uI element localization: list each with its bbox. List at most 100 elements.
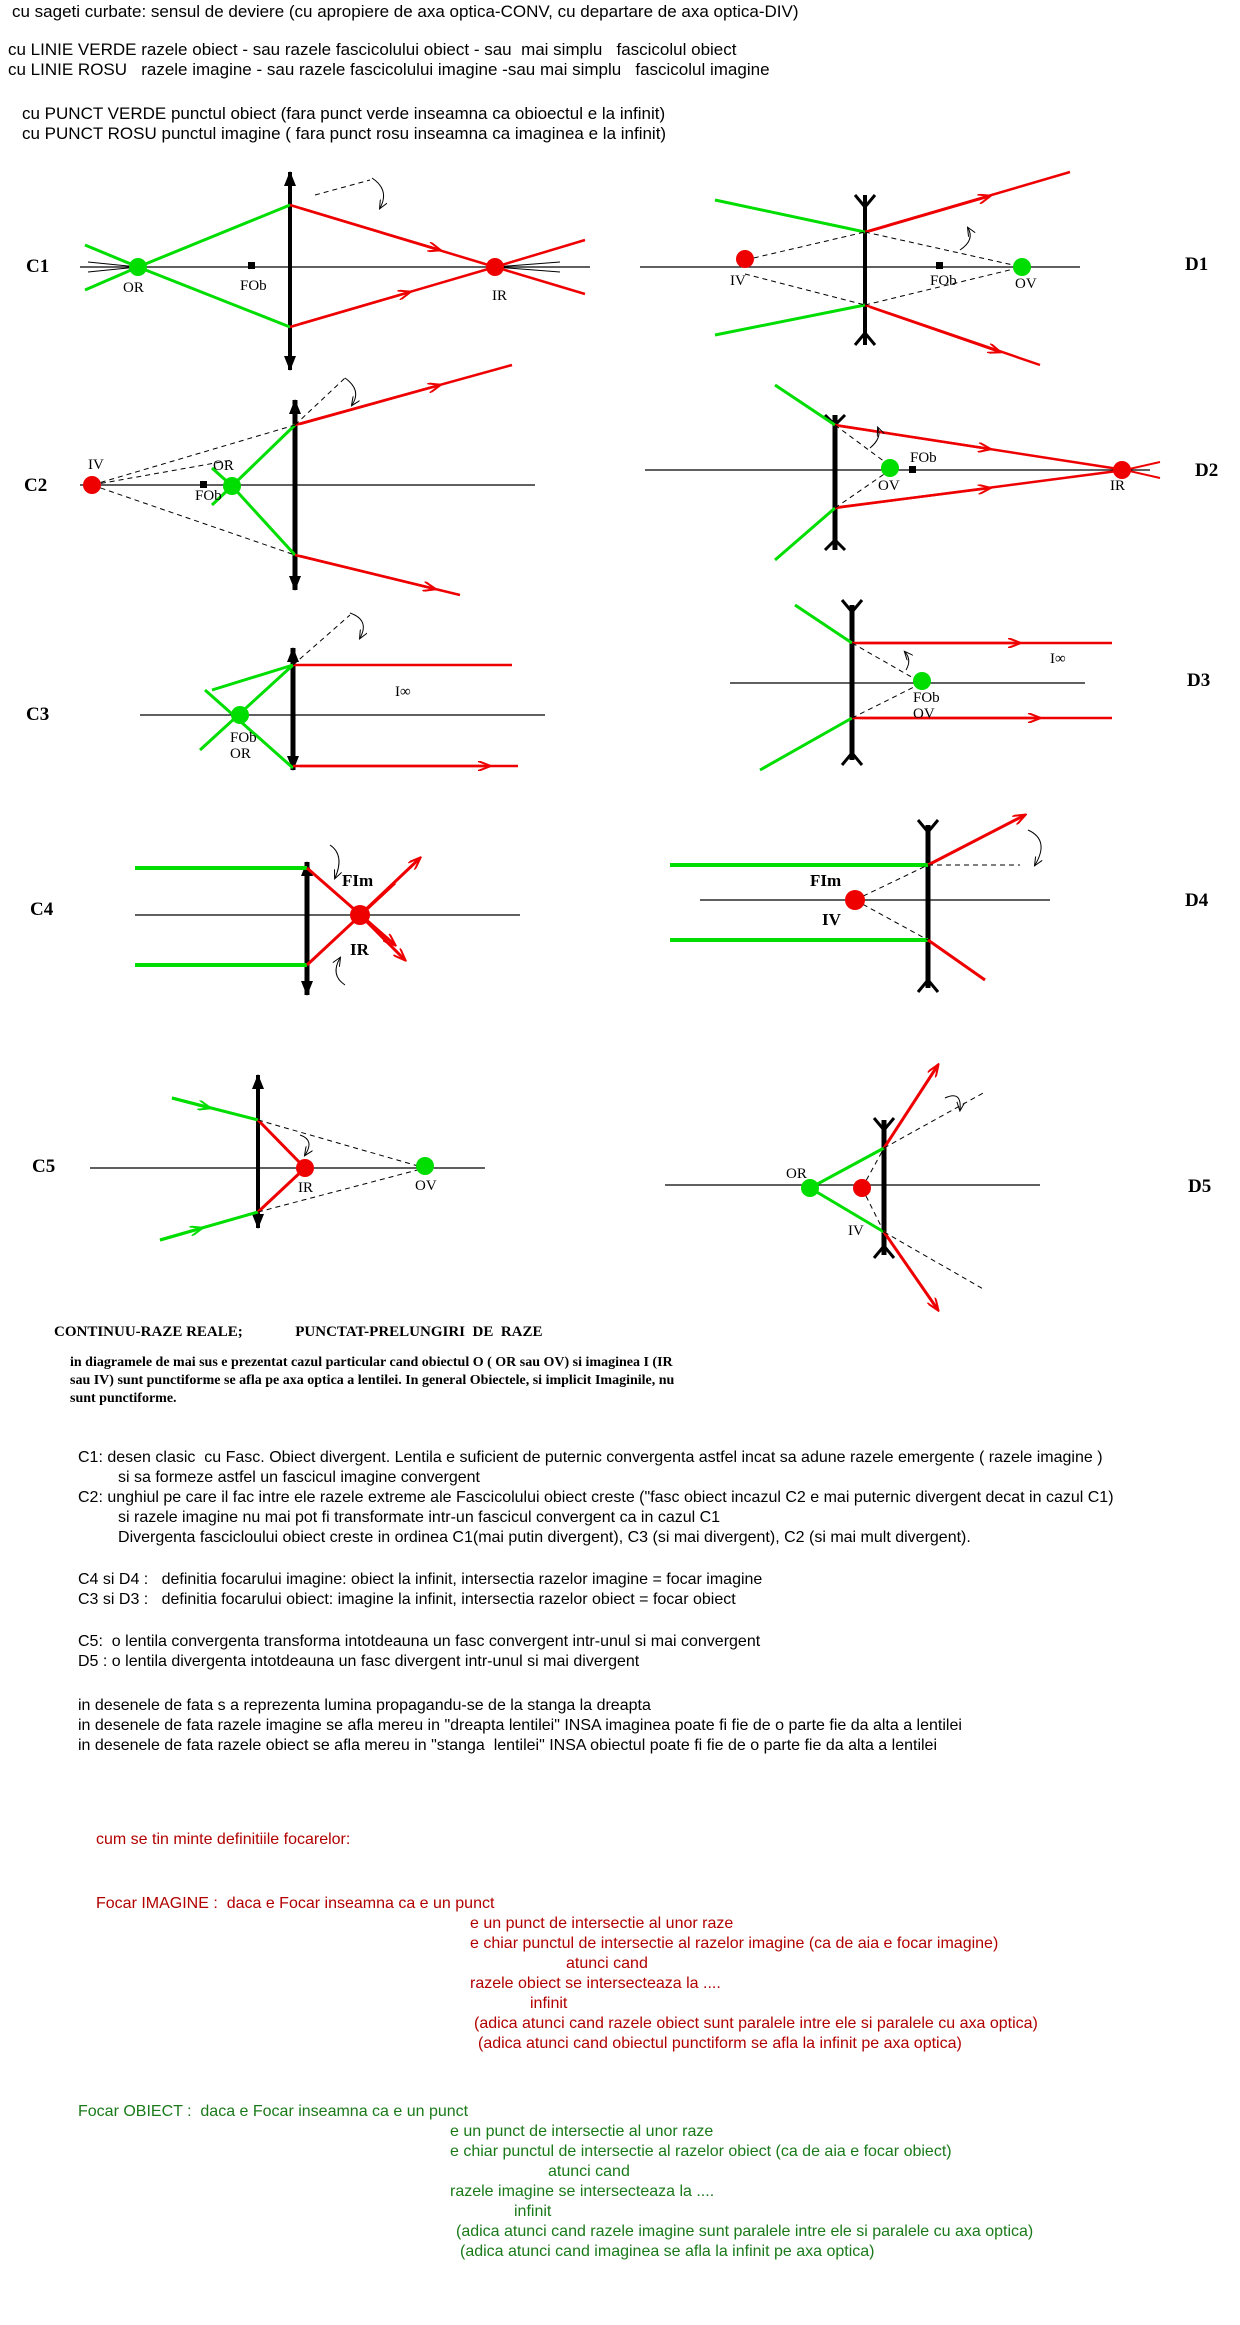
label-fim: FIm: [342, 871, 373, 890]
image-point: [1113, 461, 1131, 479]
note-image-rays: in desenele de fata razele imagine se af…: [78, 1717, 962, 1734]
legend-line-arrows: cu sageti curbate: sensul de deviere (cu…: [12, 2, 799, 21]
object-point: [881, 459, 899, 477]
row-label-c1: C1: [26, 256, 49, 277]
note-object-rays: in desenele de fata razele obiect se afl…: [78, 1737, 938, 1754]
legend-line-red: cu LINIE ROSU razele imagine - sau razel…: [8, 60, 770, 79]
label-ov: OV: [415, 1178, 437, 1194]
note-d5: D5 : o lentila divergenta intotdeauna un…: [78, 1653, 640, 1670]
label-or: OR: [786, 1166, 807, 1182]
focar-obiect-line-2: e un punct de intersectie al unor raze: [450, 2123, 714, 2140]
label-fob: FOb: [195, 488, 222, 504]
diagram-d2: OV FOb IR: [645, 383, 1161, 562]
diagram-d5: OR IV: [665, 1065, 1040, 1310]
focar-imagine-line-5: razele obiect se intersecteaza la ....: [470, 1975, 721, 1992]
label-iv: IV: [822, 910, 842, 929]
label-fob: FOb: [230, 730, 257, 746]
note-c2-order: Divergenta fascicloului obiect creste in…: [78, 1529, 971, 1546]
image-point: [845, 890, 865, 910]
caption-line-2: sau IV) sunt punctiforme se afla pe axa …: [70, 1373, 675, 1388]
legend-green-point: cu PUNCT VERDE punctul obiect (fara punc…: [22, 104, 666, 123]
caption-line-1: in diagramele de mai sus e prezentat caz…: [70, 1355, 673, 1370]
focar-imagine-line-3: e chiar punctul de intersectie al razelo…: [470, 1935, 999, 1952]
image-point: [296, 1159, 314, 1177]
note-c4-d4: C4 si D4 : definitia focarului imagine: …: [78, 1571, 763, 1588]
label-ir: IR: [492, 288, 507, 304]
diagram-d1: IV FOb OV: [640, 170, 1080, 367]
label-ov: OV: [1015, 276, 1037, 292]
label-ir: IR: [350, 940, 370, 959]
focar-obiect-line-3: e chiar punctul de intersectie al razelo…: [450, 2143, 952, 2160]
row-label-d1: D1: [1185, 254, 1208, 275]
focar-imagine-line-6: infinit: [530, 1995, 568, 2012]
note-c2: C2: unghiul pe care il fac intre ele raz…: [78, 1489, 1114, 1506]
diagram-c5: IR OV: [90, 1074, 485, 1242]
lens-diagrams: OR FOb IR C1 IV FOb OV D1: [24, 170, 1218, 1320]
image-point: [736, 250, 754, 268]
label-iv: IV: [848, 1223, 864, 1239]
focar-obiect-line-8: (adica atunci cand imaginea se afla la i…: [460, 2243, 875, 2260]
focar-obiect-line-6: infinit: [514, 2203, 552, 2220]
legend-red-point: cu PUNCT ROSU punctul imagine ( fara pun…: [22, 124, 667, 143]
label-or: OR: [123, 280, 144, 296]
label-ov: OV: [913, 706, 935, 722]
image-point: [350, 905, 370, 925]
label-fob: FOb: [240, 278, 267, 294]
mnemonic-title: cum se tin minte definitiile focarelor:: [96, 1831, 351, 1848]
image-point: [853, 1179, 871, 1197]
object-point: [416, 1157, 434, 1175]
row-label-d3: D3: [1187, 670, 1210, 691]
image-point: [486, 258, 504, 276]
row-label-d2: D2: [1195, 460, 1218, 481]
diagram-c1: OR FOb IR: [80, 171, 590, 371]
row-label-c5: C5: [32, 1156, 55, 1177]
label-iv: IV: [730, 273, 746, 289]
object-point: [223, 477, 241, 495]
focar-imagine-line-4: atunci cand: [566, 1955, 648, 1972]
object-point: [231, 706, 249, 724]
focar-obiect-line-4: atunci cand: [548, 2163, 630, 2180]
object-point: [801, 1179, 819, 1197]
label-fim: FIm: [810, 871, 841, 890]
caption-line-3: sunt punctiforme.: [70, 1391, 177, 1406]
object-point: [1013, 258, 1031, 276]
row-label-c4: C4: [30, 899, 54, 920]
legend-line-green: cu LINIE VERDE razele obiect - sau razel…: [8, 40, 737, 59]
row-label-d5: D5: [1188, 1176, 1211, 1197]
diagram-d4: FIm IV: [670, 815, 1050, 993]
label-ir: IR: [298, 1180, 313, 1196]
note-c1-cont: si sa formeze astfel un fascicul imagine…: [78, 1469, 480, 1486]
note-c2-cont: si razele imagine nu mai pot fi transfor…: [78, 1509, 721, 1526]
diagram-c2: IV OR FOb: [80, 363, 535, 597]
focar-imagine-line-1: Focar IMAGINE : daca e Focar inseamna ca…: [96, 1895, 495, 1912]
focar-imagine-line-2: e un punct de intersectie al unor raze: [470, 1915, 734, 1932]
label-or: OR: [213, 458, 234, 474]
row-label-c2: C2: [24, 475, 47, 496]
label-ov: OV: [878, 478, 900, 494]
object-point: [129, 258, 147, 276]
focar-obiect-line-5: razele imagine se intersecteaza la ....: [450, 2183, 715, 2200]
focar-imagine-line-8: (adica atunci cand obiectul punctiform s…: [478, 2035, 962, 2052]
label-fob: FOb: [913, 690, 940, 706]
row-label-d4: D4: [1185, 890, 1209, 911]
note-propagation: in desenele de fata s a reprezenta lumin…: [78, 1697, 651, 1714]
object-point: [913, 672, 931, 690]
label-image-infinity: I∞: [1050, 651, 1066, 667]
focar-obiect-line-1: Focar OBIECT : daca e Focar inseamna ca …: [78, 2103, 469, 2120]
diagram-c4: FIm IR: [135, 844, 520, 996]
label-ir: IR: [1110, 478, 1125, 494]
row-label-c3: C3: [26, 704, 49, 725]
note-c5: C5: o lentila convergenta transforma int…: [78, 1633, 761, 1650]
focar-imagine-line-7: (adica atunci cand razele obiect sunt pa…: [474, 2015, 1038, 2032]
note-c1: C1: desen clasic cu Fasc. Obiect diverge…: [78, 1449, 1103, 1466]
note-c3-d3: C3 si D3 : definitia focarului obiect: i…: [78, 1591, 736, 1608]
label-fob: FOb: [910, 450, 937, 466]
image-point: [83, 476, 101, 494]
label-fob: FOb: [930, 273, 957, 289]
diagram-c3: FOb OR I∞: [140, 612, 545, 771]
label-or: OR: [230, 746, 251, 762]
label-iv: IV: [88, 457, 104, 473]
label-image-infinity: I∞: [395, 684, 411, 700]
diagram-d3: FOb OV I∞: [730, 599, 1112, 772]
focar-obiect-line-7: (adica atunci cand razele imagine sunt p…: [456, 2223, 1034, 2240]
